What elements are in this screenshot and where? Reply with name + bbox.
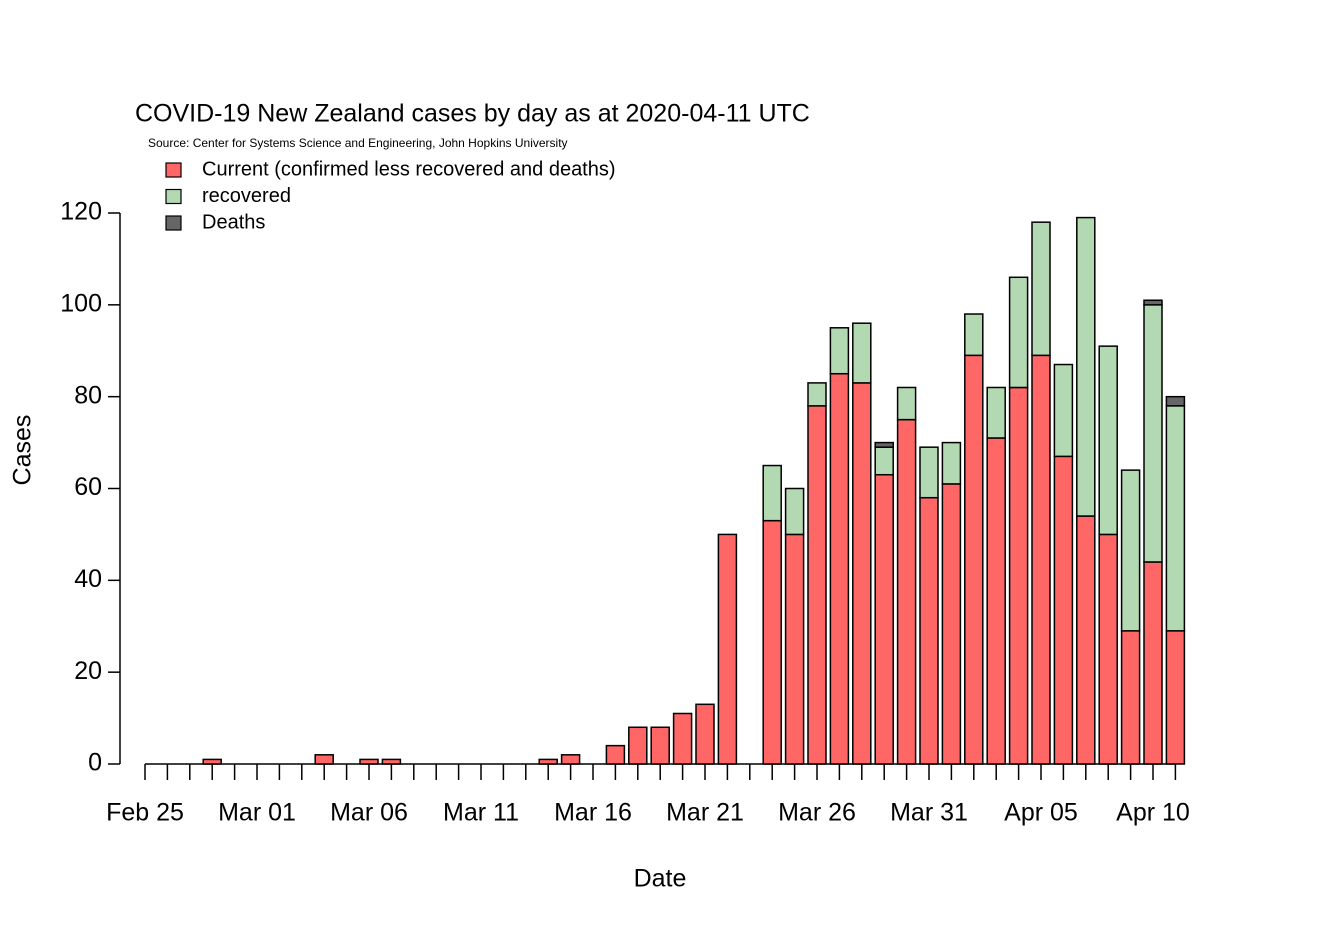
bar-segment <box>1053 455 1074 765</box>
x-tick-label: Mar 31 <box>890 799 968 827</box>
y-tick-label: 80 <box>74 381 102 409</box>
bar-segment <box>941 483 962 765</box>
bar-segment <box>784 533 805 765</box>
x-tick-label: Feb 25 <box>106 799 184 827</box>
bar-segment <box>538 758 558 765</box>
bar-segment <box>986 437 1006 765</box>
bar-segment <box>1076 515 1096 765</box>
bar-segment <box>874 446 894 476</box>
y-tick-label: 40 <box>74 565 102 593</box>
bar-segment <box>964 354 984 765</box>
bar-segment <box>1165 405 1186 632</box>
chart-subtitle: Source: Center for Systems Science and E… <box>148 136 568 150</box>
legend-label: recovered <box>202 185 291 207</box>
bar-segment <box>314 754 334 765</box>
bar-segment <box>1165 630 1186 765</box>
bar-segment <box>919 446 939 499</box>
bar-segment <box>919 496 939 765</box>
bar-segment <box>896 418 917 765</box>
x-tick-label: Apr 10 <box>1116 799 1190 827</box>
bar-segment <box>896 386 917 421</box>
bar-segment <box>1076 216 1096 517</box>
bar-segment <box>807 405 827 765</box>
bar-segment <box>1143 561 1163 765</box>
bar-segment <box>784 487 805 536</box>
y-axis-label: Cases <box>9 415 37 486</box>
bar-segment <box>762 519 782 765</box>
bar-segment <box>986 386 1006 439</box>
bar-segment <box>1031 354 1051 765</box>
bar-segment <box>1120 630 1141 765</box>
bar-segment <box>202 758 222 765</box>
legend-swatch <box>165 215 182 231</box>
bar-segment <box>1008 276 1029 389</box>
bar-segment <box>852 322 872 384</box>
x-tick-label: Mar 26 <box>778 799 856 827</box>
bar-segment <box>762 464 782 522</box>
bar-segment <box>1098 345 1118 536</box>
y-tick-label: 60 <box>74 473 102 501</box>
legend-label: Current (confirmed less recovered and de… <box>202 158 616 180</box>
bar-segment <box>874 473 894 765</box>
bar-segment <box>1031 221 1051 357</box>
bar-segment <box>829 327 850 375</box>
bar-segment <box>964 313 984 357</box>
x-tick-label: Mar 01 <box>218 799 296 827</box>
legend-swatch <box>165 188 182 205</box>
bar-segment <box>672 712 693 765</box>
x-tick-label: Mar 16 <box>554 799 632 827</box>
y-tick-label: 20 <box>74 657 102 685</box>
bar-segment <box>1143 304 1163 563</box>
bar-segment <box>1165 395 1186 407</box>
y-tick-label: 0 <box>88 749 102 777</box>
bar-segment <box>628 726 648 765</box>
bar-segment <box>829 372 850 765</box>
bar-segment <box>695 703 715 765</box>
x-tick-label: Apr 05 <box>1004 799 1078 827</box>
bar-segment <box>605 744 626 765</box>
bar-segment <box>650 726 670 765</box>
bar-segment <box>381 758 402 765</box>
bar-segment <box>1143 299 1163 306</box>
x-tick-label: Mar 11 <box>443 799 519 827</box>
legend-label: Deaths <box>202 211 265 233</box>
y-tick-label: 100 <box>60 289 102 317</box>
bar-segment <box>359 758 379 765</box>
x-tick-label: Mar 21 <box>666 799 744 827</box>
bar-segment <box>1120 469 1141 632</box>
legend-swatch <box>165 162 182 178</box>
y-tick-label: 120 <box>60 198 102 226</box>
bar-segment <box>1098 533 1118 765</box>
bar-segment <box>807 382 827 407</box>
bar-segment <box>1008 386 1029 765</box>
bar-segment <box>1053 363 1074 458</box>
chart-title: COVID-19 New Zealand cases by day as at … <box>135 100 810 128</box>
bar-segment <box>717 533 738 765</box>
bar-segment <box>852 382 872 765</box>
x-tick-label: Mar 06 <box>330 799 408 827</box>
bar-segment <box>874 441 894 448</box>
bar-segment <box>941 441 962 485</box>
x-axis-label: Date <box>634 865 687 893</box>
bar-segment <box>560 754 581 765</box>
